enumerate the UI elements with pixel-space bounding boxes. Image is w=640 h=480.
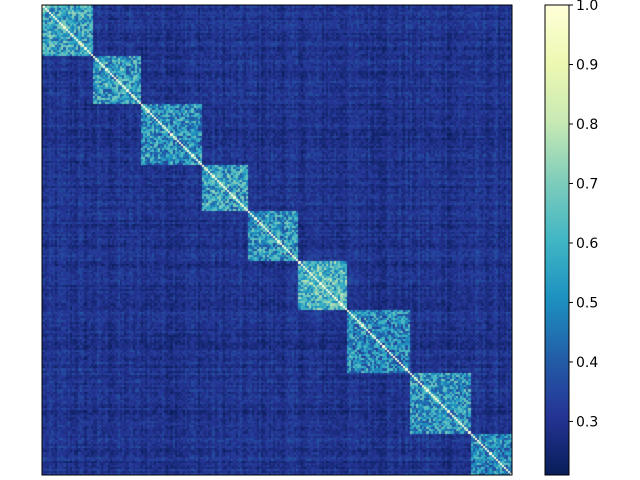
colorbar: 0.3 0.4 0.5 0.6 0.7 0.8 0.9 1.0 [544,0,598,476]
colorbar-gradient [545,5,569,475]
heatmap-plot [41,4,513,476]
colorbar-tick-label: 0.5 [576,295,598,311]
colorbar-tick-label: 0.7 [576,176,598,192]
colorbar-ticks: 0.3 0.4 0.5 0.6 0.7 0.8 0.9 1.0 [569,0,598,430]
colorbar-tick-label: 0.6 [576,236,598,252]
colorbar-tick-label: 0.9 [576,57,598,73]
heatmap-frame [41,4,513,476]
colorbar-frame [544,4,570,476]
colorbar-tick-label: 0.8 [576,117,598,133]
colorbar-tick-label: 1.0 [576,0,598,14]
colorbar-tick-label: 0.3 [576,414,598,430]
colorbar-tick-label: 0.4 [576,355,598,371]
heatmap-cells [42,5,512,475]
